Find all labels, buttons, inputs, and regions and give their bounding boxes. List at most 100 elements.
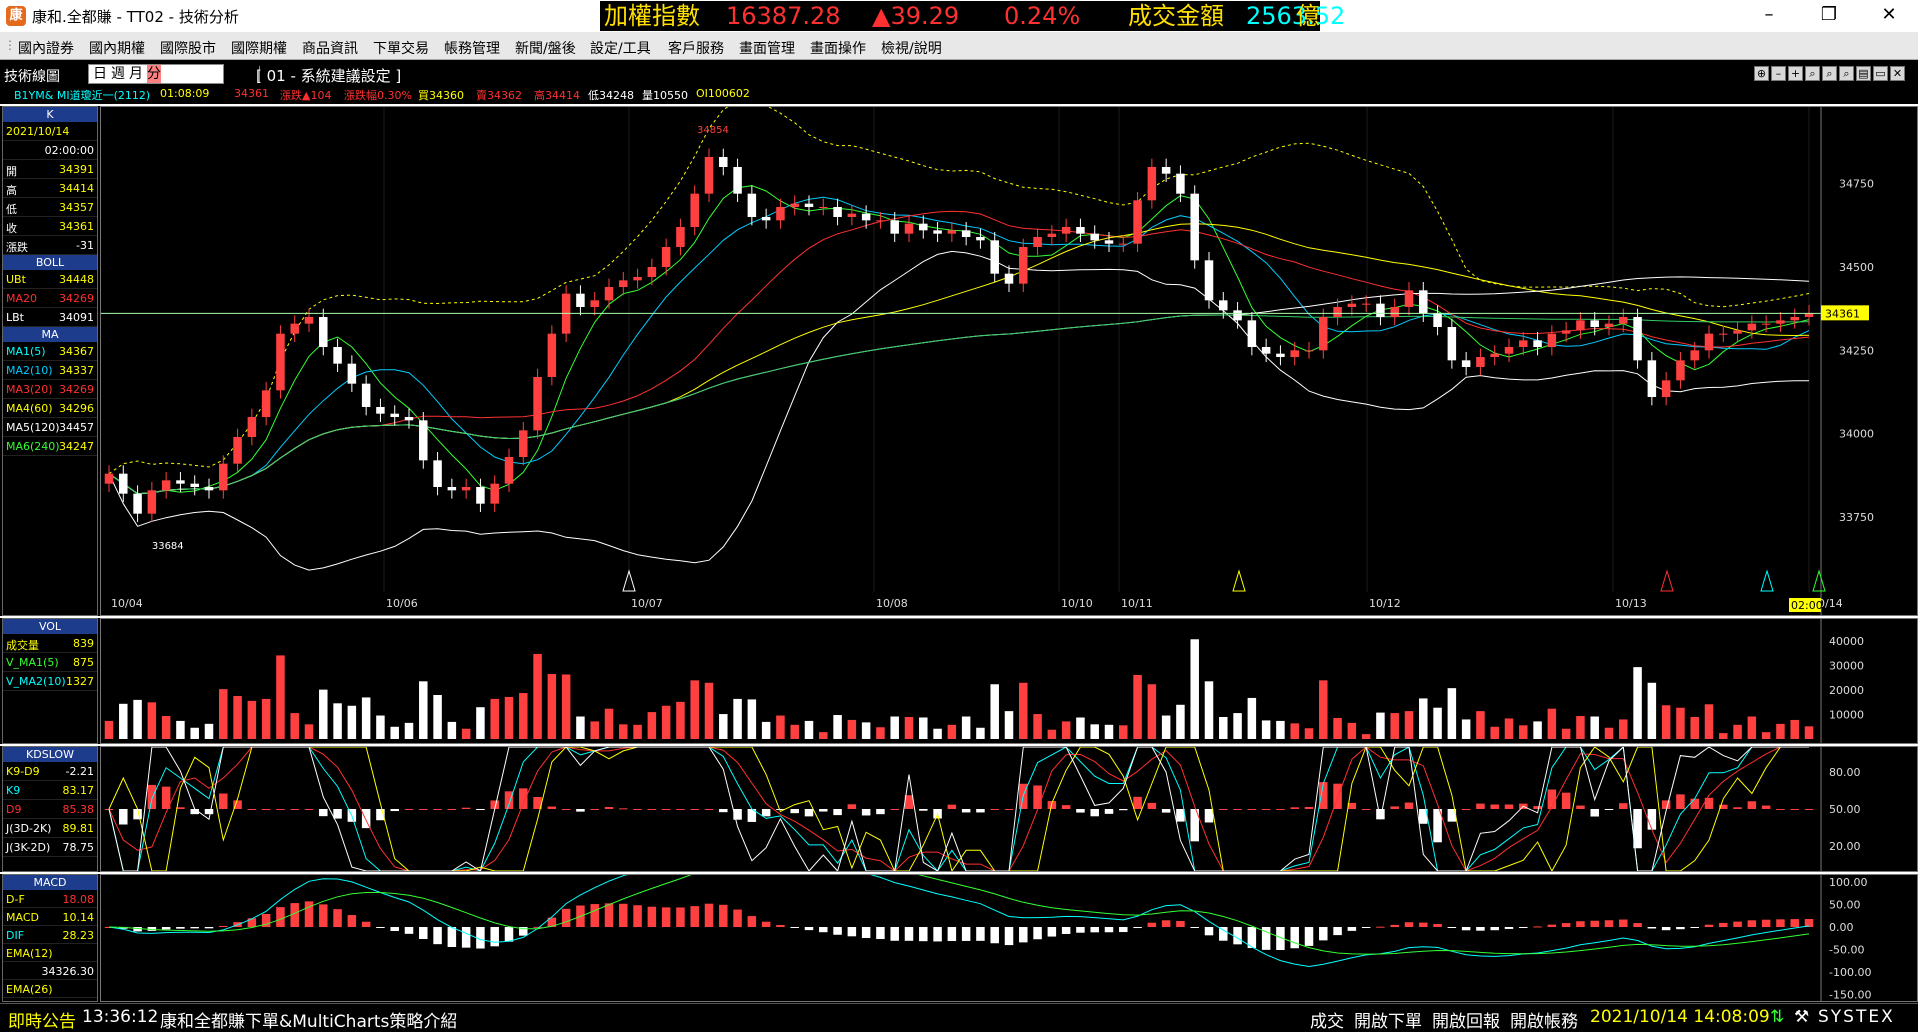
chevron-down-icon[interactable]: ▼ (301, 70, 309, 81)
kd-chart-svg: 80.00 50.00 20.00 (104, 745, 1861, 873)
volume-bar (1261, 720, 1271, 739)
candle-body (719, 157, 728, 167)
price-chart[interactable]: 34750 34500 34250 34000 33750 10/04 10/06 10/07… (100, 98, 1918, 616)
macd-hist-bar (590, 904, 599, 927)
volume-bar (561, 674, 571, 739)
plus-icon[interactable]: + (1788, 66, 1803, 81)
volume-bar (1647, 682, 1657, 739)
macd-hist-bar (1390, 924, 1399, 927)
search-icon[interactable]: ⌕ (1839, 66, 1854, 81)
last-time-label: 02:00 (1791, 599, 1823, 612)
kd-hist-bar (1376, 809, 1385, 820)
menu-item-screen-operate[interactable]: 畫面操作 (810, 41, 866, 57)
bulletin-text[interactable]: 康和全都賺下單&MultiCharts策略介紹 (160, 1012, 458, 1032)
macd-hist-bar (247, 918, 257, 927)
crosshair-icon[interactable]: ⊕ (1754, 66, 1769, 81)
boll-ub-value: 34448 (59, 273, 94, 286)
zoom-in-icon[interactable]: ⌕ (1805, 66, 1820, 81)
volume-bar (1119, 725, 1128, 739)
kd-hist-bar (1190, 809, 1199, 842)
macd-hist-bar (219, 925, 228, 927)
boll-ma-label: MA20 (6, 292, 38, 305)
macd-chart[interactable]: 100.00 50.00 0.00 -50.00 -100.00 -150.00 (100, 839, 1918, 1002)
ma-row-6: MA6(240) 34247 (3, 437, 97, 456)
candle-body (1376, 303, 1385, 317)
k-header: K (3, 107, 97, 122)
kd-hist-bar (1304, 806, 1314, 809)
macd-hist-bar (704, 903, 714, 927)
kd-hist-bar (1776, 809, 1785, 810)
footer-open-order-button[interactable]: 開啟下單 (1354, 1012, 1422, 1032)
boll-lb-label: LBt (6, 311, 24, 324)
menu-item-order-trade[interactable]: 下單交易 (373, 41, 429, 57)
save-icon[interactable]: ▤ (1856, 66, 1871, 81)
maximize-button[interactable]: ❐ (1820, 4, 1838, 25)
period-week[interactable]: 週 (111, 66, 125, 82)
macd-panel: MACD D-F 18.08 MACD 10.14 DIF 28.23 EMA(12)… (0, 839, 1918, 1002)
kd-hist-bar (1176, 809, 1185, 822)
macd-tick-label: 0.00 (1829, 921, 1854, 934)
menu-item-customer-service[interactable]: 客戶服務 (668, 41, 724, 57)
menu-item-product-info[interactable]: 商品資訊 (302, 41, 358, 57)
menu-item-domestic-securities[interactable]: 國內證券 (18, 41, 74, 57)
volume-bar (547, 673, 557, 739)
period-minute[interactable]: 分 (147, 65, 161, 83)
volume-bar (1247, 697, 1257, 739)
footer-open-report-button[interactable]: 開啟回報 (1432, 1012, 1500, 1032)
macd-hist-bar (933, 927, 942, 942)
menu-item-screen-manage[interactable]: 畫面管理 (739, 41, 795, 57)
kd-panel: KDSLOW K9-D9 -2.21 K9 83.17 D9 85.38 J(3D-2… (0, 744, 1918, 873)
kd-hist-bar (204, 809, 214, 815)
menu-item-intl-futures[interactable]: 國際期權 (231, 41, 287, 57)
candle-body (1633, 317, 1642, 361)
ma5-value: 34457 (59, 421, 94, 434)
kd-hist-bar (1204, 809, 1214, 823)
period-month[interactable]: 月 (129, 66, 143, 82)
menu-item-news[interactable]: 新聞/盤後 (515, 41, 576, 57)
candle-body (119, 473, 128, 494)
menu-item-intl-stocks[interactable]: 國際股市 (160, 41, 216, 57)
df-value: 18.08 (62, 893, 95, 906)
menu-item-domestic-futures[interactable]: 國內期權 (89, 41, 145, 57)
price-tick-label: 34500 (1839, 261, 1874, 274)
candle-body (1576, 320, 1585, 331)
minus-icon[interactable]: – (1771, 66, 1786, 81)
close-button[interactable]: ✕ (1881, 4, 1897, 25)
kd-hist-bar (319, 809, 328, 817)
window-icon[interactable]: ▭ (1873, 66, 1888, 81)
macd-hist-bar (647, 906, 657, 927)
macd-side-panel: MACD D-F 18.08 MACD 10.14 DIF 28.23 EMA(12)… (2, 874, 98, 1002)
zoom-out-icon[interactable]: ⌕ (1822, 66, 1837, 81)
kd-chart[interactable]: 80.00 50.00 20.00 (100, 745, 1918, 873)
kd-hist-bar (1033, 785, 1042, 809)
vol-tick-label: 40000 (1829, 635, 1864, 648)
candle-body (961, 230, 971, 237)
close-chart-icon[interactable]: ✕ (1890, 66, 1905, 81)
macd-hist-bar (1304, 927, 1314, 946)
volume-chart[interactable]: 40000 30000 20000 10000 (100, 618, 1918, 744)
period-day[interactable]: 日 (93, 66, 107, 82)
macd-hist-bar (604, 903, 614, 927)
volume-bar (990, 684, 999, 739)
k-change-label: 漲跌 (6, 241, 28, 254)
period-selector[interactable]: 日 週 月 分 60 ▼ (88, 64, 309, 84)
ma4-label: MA4(60) (6, 402, 53, 415)
minute-interval-select[interactable]: 60 ▼ (259, 66, 311, 82)
candle-body (890, 220, 899, 234)
menu-item-account[interactable]: 帳務管理 (444, 41, 500, 57)
menu-item-view-help[interactable]: 檢視/說明 (881, 41, 942, 57)
footer-trade-button[interactable]: 成交 (1310, 1012, 1344, 1032)
macd-hist-bar (1433, 923, 1442, 927)
candle-body (1647, 360, 1657, 397)
candle-body (133, 493, 142, 514)
signal-triangle-icon (622, 569, 636, 592)
setting-label[interactable]: [ 01 - 系統建議設定 ] (256, 67, 402, 85)
volume-bar (1433, 707, 1442, 739)
footer-open-account-button[interactable]: 開啟帳務 (1510, 1012, 1578, 1032)
menu-item-settings-tools[interactable]: 設定/工具 (590, 41, 651, 57)
volume-bar (933, 728, 942, 739)
kd-row-4: J(3D-2K) 89.81 (3, 819, 97, 838)
volume-bar (247, 700, 257, 739)
volume-bar (119, 703, 128, 739)
minimize-button[interactable]: – (1764, 4, 1774, 25)
